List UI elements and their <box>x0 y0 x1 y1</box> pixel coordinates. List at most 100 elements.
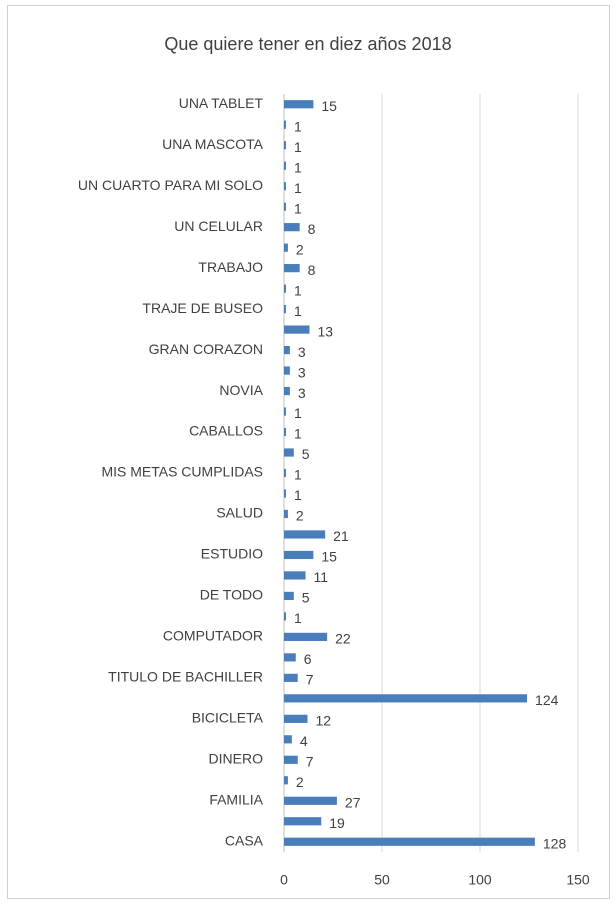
bar <box>284 489 286 498</box>
y-tick-label: GRAN CORAZON <box>149 341 263 357</box>
bar <box>284 161 286 170</box>
bar <box>284 120 286 129</box>
x-tick-label: 50 <box>374 872 390 888</box>
data-label: 1 <box>294 610 302 626</box>
data-label: 21 <box>333 528 349 544</box>
data-label: 12 <box>316 713 332 729</box>
x-tick-label: 100 <box>468 872 492 888</box>
bar <box>284 796 337 805</box>
chart-border <box>7 5 610 899</box>
bar <box>284 755 298 764</box>
data-label: 124 <box>535 692 559 708</box>
data-label: 3 <box>298 385 306 401</box>
y-tick-label: SALUD <box>216 505 263 521</box>
bar <box>284 141 286 150</box>
y-tick-label: NOVIA <box>219 382 263 398</box>
data-label: 2 <box>296 508 304 524</box>
data-label: 11 <box>314 569 329 585</box>
data-label: 13 <box>317 323 333 339</box>
bar <box>284 305 286 314</box>
data-label: 27 <box>345 794 361 810</box>
y-tick-label: BICICLETA <box>192 710 264 726</box>
bar <box>284 817 322 826</box>
y-tick-label: CABALLOS <box>189 423 263 439</box>
data-label: 2 <box>296 241 304 257</box>
data-label: 5 <box>302 590 310 606</box>
bar <box>284 591 294 601</box>
bar <box>284 468 286 478</box>
bar <box>284 325 310 334</box>
data-label: 5 <box>302 446 310 462</box>
bar <box>284 714 308 723</box>
data-label: 3 <box>298 344 306 360</box>
data-label: 1 <box>294 487 302 503</box>
bar <box>284 366 290 375</box>
bar <box>284 550 314 560</box>
data-label: 22 <box>335 631 351 647</box>
bar <box>284 182 286 191</box>
data-label: 7 <box>306 754 314 770</box>
data-label: 3 <box>298 364 306 380</box>
y-tick-label: UNA TABLET <box>179 95 264 111</box>
x-tick-label: 0 <box>280 872 288 888</box>
bar <box>284 509 288 519</box>
y-tick-label: UN CUARTO PARA MI SOLO <box>78 177 263 193</box>
y-tick-label: FAMILIA <box>209 791 263 807</box>
data-label: 19 <box>329 815 345 831</box>
data-label: 1 <box>294 405 302 421</box>
bar <box>284 837 535 846</box>
bar <box>284 202 286 211</box>
data-label: 1 <box>294 303 302 319</box>
chart-title: Que quiere tener en diez años 2018 <box>164 34 451 54</box>
bar <box>284 386 290 396</box>
bar <box>284 448 294 457</box>
bar <box>284 223 300 232</box>
data-label: 8 <box>308 262 316 278</box>
data-label: 4 <box>300 733 308 749</box>
bar <box>284 100 314 109</box>
bar <box>284 632 328 641</box>
y-tick-label: DINERO <box>209 751 264 767</box>
bar <box>284 284 286 293</box>
y-tick-label: TITULO DE BACHILLER <box>108 669 263 685</box>
bar <box>284 427 286 437</box>
y-tick-label: DE TODO <box>200 587 263 603</box>
data-label: 2 <box>296 774 304 790</box>
bar <box>284 530 326 539</box>
data-label: 7 <box>306 672 314 688</box>
data-label: 1 <box>294 426 302 442</box>
y-tick-label: UN CELULAR <box>174 218 263 234</box>
y-tick-label: TRABAJO <box>198 259 263 275</box>
bar <box>284 345 290 355</box>
y-tick-label: COMPUTADOR <box>163 628 263 644</box>
data-label: 15 <box>321 549 337 565</box>
data-label: 128 <box>543 835 567 851</box>
y-tick-label: TRAJE DE BUSEO <box>142 300 263 316</box>
bar <box>284 264 300 273</box>
data-label: 1 <box>294 282 302 298</box>
x-tick-label: 150 <box>566 872 590 888</box>
bar <box>284 735 292 744</box>
data-label: 1 <box>294 467 302 483</box>
bar <box>284 673 298 682</box>
data-label: 1 <box>294 159 302 175</box>
y-tick-label: MIS METAS CUMPLIDAS <box>101 464 263 480</box>
bar <box>284 243 288 252</box>
data-label: 6 <box>304 651 312 667</box>
bar <box>284 571 306 580</box>
y-tick-label: ESTUDIO <box>201 546 263 562</box>
bar <box>284 653 296 662</box>
data-label: 1 <box>294 118 302 134</box>
bar <box>284 776 288 785</box>
bar <box>284 407 286 416</box>
data-label: 1 <box>294 200 302 216</box>
data-label: 8 <box>308 221 316 237</box>
data-label: 1 <box>294 139 302 155</box>
bar <box>284 694 528 703</box>
data-label: 15 <box>321 98 337 114</box>
y-tick-label: CASA <box>225 832 264 848</box>
data-label: 1 <box>294 180 302 196</box>
y-tick-label: UNA MASCOTA <box>162 136 264 152</box>
bar <box>284 612 286 621</box>
